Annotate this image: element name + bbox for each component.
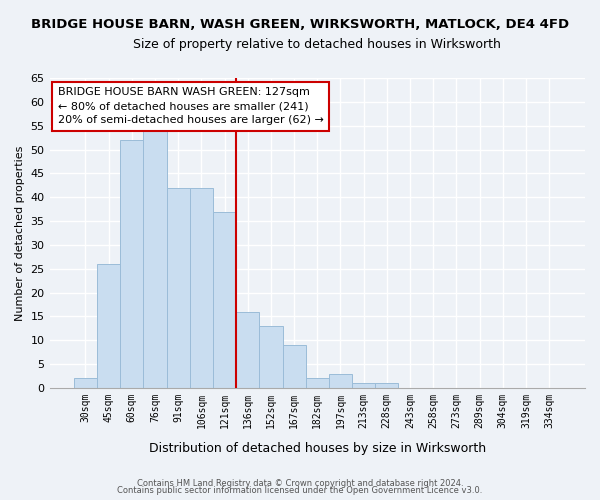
Text: Contains HM Land Registry data © Crown copyright and database right 2024.: Contains HM Land Registry data © Crown c…	[137, 478, 463, 488]
Bar	[283, 345, 305, 388]
Bar	[259, 326, 283, 388]
Y-axis label: Number of detached properties: Number of detached properties	[15, 146, 25, 320]
Bar	[143, 130, 167, 388]
Bar	[213, 212, 236, 388]
Bar	[375, 383, 398, 388]
Bar	[305, 378, 329, 388]
Text: BRIDGE HOUSE BARN WASH GREEN: 127sqm
← 80% of detached houses are smaller (241)
: BRIDGE HOUSE BARN WASH GREEN: 127sqm ← 8…	[58, 88, 323, 126]
Bar	[120, 140, 143, 388]
Bar	[74, 378, 97, 388]
Bar	[329, 374, 352, 388]
Bar	[190, 188, 213, 388]
Title: Size of property relative to detached houses in Wirksworth: Size of property relative to detached ho…	[133, 38, 501, 51]
X-axis label: Distribution of detached houses by size in Wirksworth: Distribution of detached houses by size …	[149, 442, 486, 455]
Bar	[236, 312, 259, 388]
Bar	[352, 383, 375, 388]
Text: Contains public sector information licensed under the Open Government Licence v3: Contains public sector information licen…	[118, 486, 482, 495]
Bar	[167, 188, 190, 388]
Bar	[97, 264, 120, 388]
Text: BRIDGE HOUSE BARN, WASH GREEN, WIRKSWORTH, MATLOCK, DE4 4FD: BRIDGE HOUSE BARN, WASH GREEN, WIRKSWORT…	[31, 18, 569, 30]
